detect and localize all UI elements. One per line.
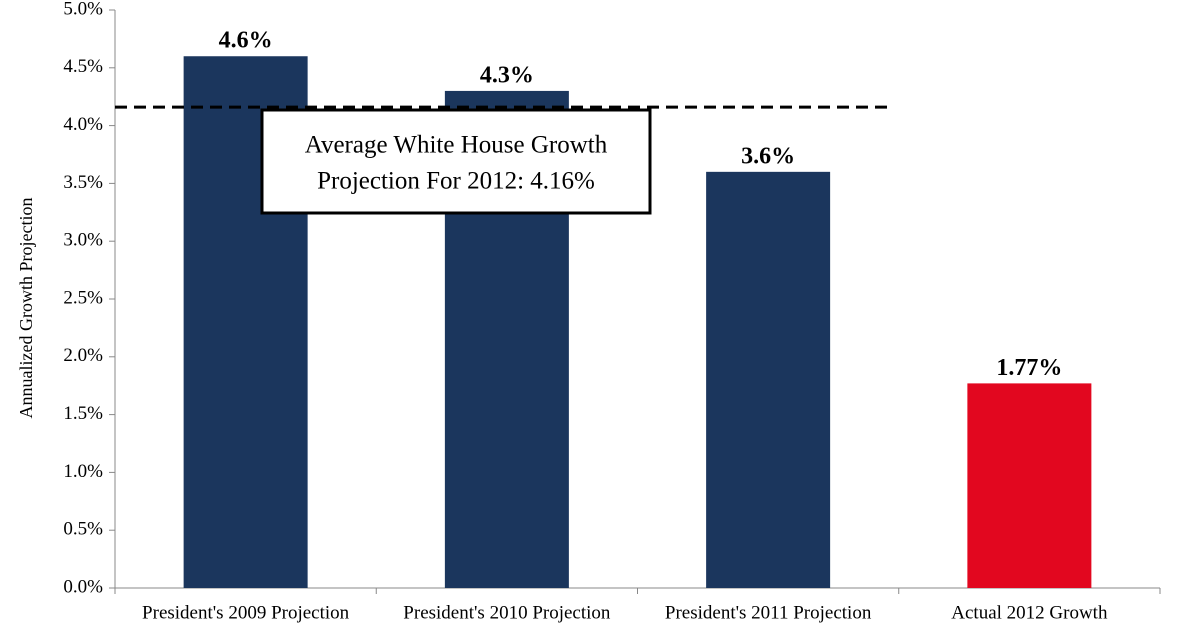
x-tick-label: President's 2010 Projection <box>403 602 611 623</box>
annotation-text: Average White House Growth <box>305 132 608 159</box>
y-tick-label: 5.0% <box>63 0 103 19</box>
y-tick-label: 0.5% <box>63 519 103 540</box>
value-label: 4.3% <box>480 62 534 88</box>
y-tick-label: 3.5% <box>63 172 103 193</box>
value-label: 4.6% <box>219 28 273 54</box>
y-tick-label: 1.5% <box>63 403 103 424</box>
x-tick-label: President's 2011 Projection <box>665 602 872 623</box>
y-axis-label: Annualized Growth Projection <box>16 198 36 419</box>
y-tick-label: 2.0% <box>63 345 103 366</box>
y-tick-label: 3.0% <box>63 230 103 251</box>
y-tick-label: 0.0% <box>63 576 103 597</box>
x-tick-label: President's 2009 Projection <box>142 602 350 623</box>
value-label: 3.6% <box>741 143 795 169</box>
bar <box>706 171 831 588</box>
y-tick-label: 4.5% <box>63 56 103 77</box>
annotation-text: Projection For 2012: 4.16% <box>317 168 595 195</box>
value-label: 1.77% <box>996 355 1062 381</box>
y-tick-label: 2.5% <box>63 287 103 308</box>
y-tick-label: 4.0% <box>63 114 103 135</box>
bar <box>967 383 1092 588</box>
annotation-box <box>260 108 652 215</box>
x-tick-label: Actual 2012 Growth <box>951 602 1108 623</box>
y-tick-label: 1.0% <box>63 461 103 482</box>
